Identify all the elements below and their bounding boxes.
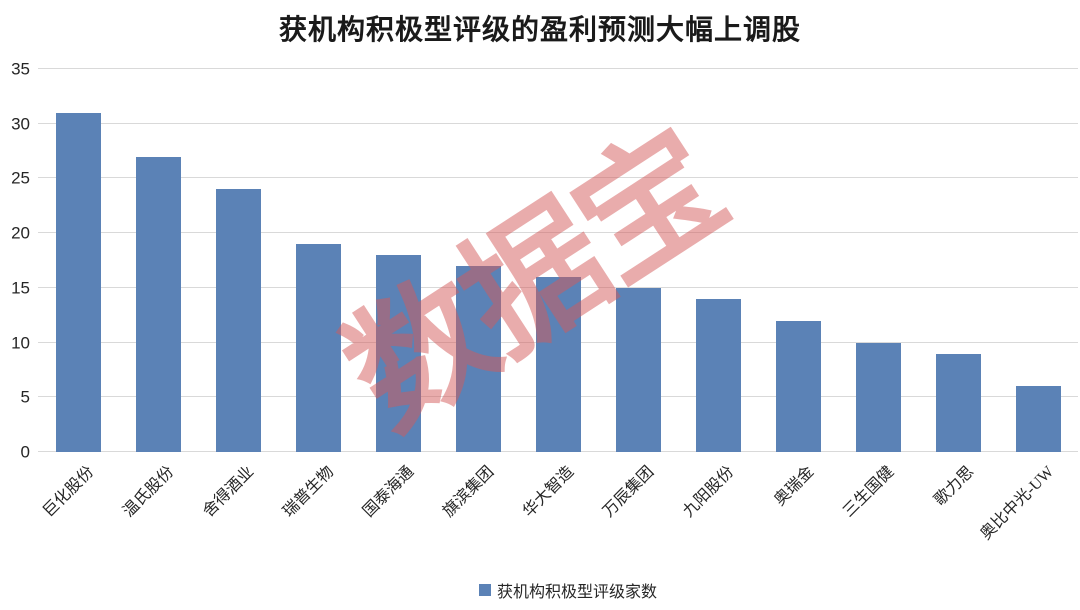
bar-巨化股份 [55, 112, 101, 452]
x-tick-label-奥比中光-UW: 奥比中光-UW [977, 463, 1058, 544]
bar-奥瑞金 [775, 320, 821, 452]
bar-slot [118, 69, 198, 452]
bar-万辰集团 [615, 287, 661, 452]
y-tick-label-35: 35 [11, 59, 30, 79]
bar-三生国健 [855, 342, 901, 452]
bar-slot [998, 69, 1078, 452]
x-tick-label-九阳股份: 九阳股份 [680, 463, 738, 521]
x-tick-label-国泰海通: 国泰海通 [360, 463, 418, 521]
bar-slot [38, 69, 118, 452]
x-tick-label-舍得酒业: 舍得酒业 [200, 463, 258, 521]
bar-slot [198, 69, 278, 452]
x-axis-tick-labels: 巨化股份 温氏股份 舍得酒业 瑞普生物 国泰海通 旗滨集团 华大智造 万辰集团 九阳股份 奥瑞金三… [38, 452, 1078, 572]
legend: 获机构积极型评级家数 [28, 578, 1080, 602]
chart-title: 获机构积极型评级的盈利预测大幅上调股 [278, 15, 801, 46]
gridline-30 [38, 122, 1078, 124]
y-tick-label-20: 20 [11, 223, 30, 243]
plot-area: 巨化股份 温氏股份 舍得酒业 瑞普生物 国泰海通 旗滨集团 华大智造 万辰集团 九阳股份 奥瑞金三… [38, 68, 1078, 543]
bar-slot [278, 69, 358, 452]
gridline-20 [38, 232, 1078, 234]
y-tick-label-0: 0 [20, 442, 30, 462]
bar-奥比中光-UW [1015, 386, 1061, 452]
bar-瑞普生物 [295, 244, 341, 452]
x-tick-label-巨化股份: 巨化股份 [40, 463, 98, 521]
gridline-25 [38, 177, 1078, 179]
gridline-35 [38, 68, 1078, 69]
bar-歌力思 [935, 353, 981, 452]
bar-旗滨集团 [455, 265, 501, 452]
bar-slot [438, 69, 518, 452]
bar-slot [358, 69, 438, 452]
y-tick-label-10: 10 [11, 333, 30, 353]
x-tick-label-瑞普生物: 瑞普生物 [280, 463, 338, 521]
bar-slot [598, 69, 678, 452]
bar-温氏股份 [135, 156, 181, 452]
y-tick-label-15: 15 [11, 278, 30, 298]
bar-华大智造 [535, 276, 581, 452]
bar-slot [918, 69, 998, 452]
bar-九阳股份 [695, 298, 741, 452]
bar-国泰海通 [375, 255, 421, 452]
x-tick-label-歌力思: 歌力思 [931, 463, 978, 510]
bar-series [38, 69, 1078, 452]
bar-slot [678, 69, 758, 452]
x-tick-label-华大智造: 华大智造 [520, 463, 578, 521]
x-tick-label-万辰集团: 万辰集团 [600, 463, 658, 521]
bar-slot [838, 69, 918, 452]
y-tick-label-5: 5 [20, 387, 30, 407]
y-tick-label-25: 25 [11, 168, 30, 188]
x-tick-label-奥瑞金: 奥瑞金 [771, 463, 818, 510]
x-tick-label-三生国健: 三生国健 [840, 463, 898, 521]
x-tick-label-旗滨集团: 旗滨集团 [440, 463, 498, 521]
x-tick-label-温氏股份: 温氏股份 [120, 463, 178, 521]
legend-label: 获机构积极型评级家数 [496, 584, 657, 601]
legend-swatch-icon [478, 584, 491, 596]
bar-slot [518, 69, 598, 452]
bar-slot [758, 69, 838, 452]
bar-舍得酒业 [215, 189, 261, 452]
y-axis-tick-labels: 0 5 10 15 20 25 30 35 [0, 61, 30, 461]
y-tick-label-30: 30 [11, 114, 30, 134]
